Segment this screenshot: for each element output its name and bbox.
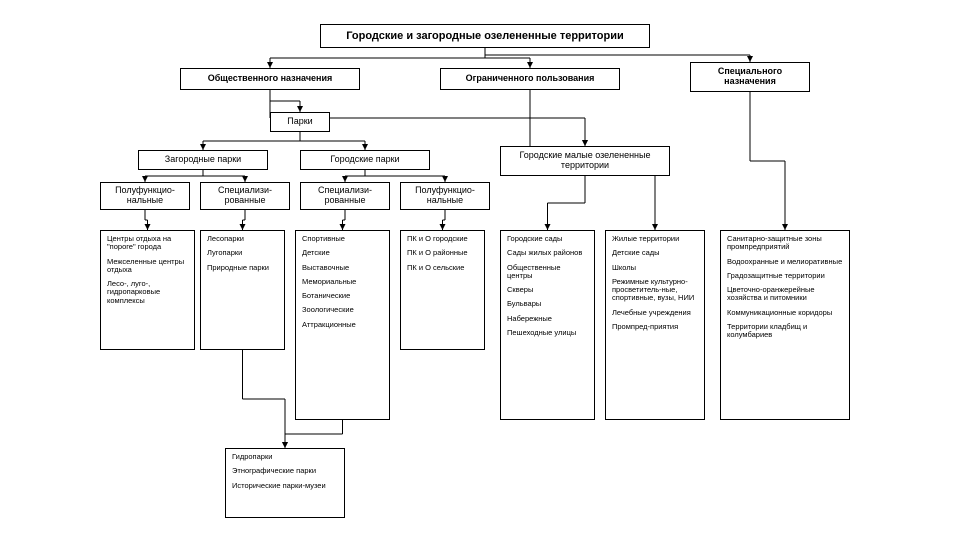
- leaf-item: Пешеходные улицы: [507, 329, 588, 337]
- leaf-item: Лечебные учреждения: [612, 309, 698, 317]
- leaf-item: Коммуникационные коридоры: [727, 309, 843, 317]
- leaf-item: Лесо-, луго-, гидропарковые комплексы: [107, 280, 188, 305]
- leaf-item: Природные парки: [207, 264, 278, 272]
- leaf-item: Этнографические парки: [232, 467, 338, 475]
- leaf-item: Спортивные: [302, 235, 383, 243]
- leaf-item: Сады жилых районов: [507, 249, 588, 257]
- leaf-item: Межселенные центры отдыха: [107, 258, 188, 275]
- leaf-l3: Спортивные Детские Выставочные Мемориальные…: [295, 230, 390, 420]
- node-n11: Полуфункцио- нальные: [400, 182, 490, 210]
- leaf-l1: Центры отдыха на "пороге" города Межселен…: [100, 230, 195, 350]
- leaf-item: Градозащитные территории: [727, 272, 843, 280]
- leaf-item: Набережные: [507, 315, 588, 323]
- leaf-item: Промпред-приятия: [612, 323, 698, 331]
- leaf-l6: Жилые территории Детские сады Школы Режимны…: [605, 230, 705, 420]
- leaf-item: Бульвары: [507, 300, 588, 308]
- node-n10: Специализи- рованные: [300, 182, 390, 210]
- node-n6: Городские парки: [300, 150, 430, 170]
- leaf-l7: Санитарно-защитные зоны промпредприятий В…: [720, 230, 850, 420]
- node-n8: Полуфункцио- нальные: [100, 182, 190, 210]
- leaf-item: Территории кладбищ и колумбариев: [727, 323, 843, 340]
- node-root: Городские и загородные озелененные терри…: [320, 24, 650, 48]
- leaf-item: Центры отдыха на "пороге" города: [107, 235, 188, 252]
- node-n1: Общественного назначения: [180, 68, 360, 90]
- leaf-item: Лугопарки: [207, 249, 278, 257]
- leaf-item: Детские: [302, 249, 383, 257]
- leaf-item: Лесопарки: [207, 235, 278, 243]
- leaf-l2: Лесопарки Лугопарки Природные парки: [200, 230, 285, 350]
- leaf-l5: Городские сады Сады жилых районов Обществе…: [500, 230, 595, 420]
- leaf-item: Аттракционные: [302, 321, 383, 329]
- node-n2: Ограниченного пользования: [440, 68, 620, 90]
- leaf-item: ПК и О районные: [407, 249, 478, 257]
- leaf-l8: Гидропарки Этнографические парки Историчес…: [225, 448, 345, 518]
- leaf-item: Мемориальные: [302, 278, 383, 286]
- node-n5: Загородные парки: [138, 150, 268, 170]
- leaf-item: ПК и О городские: [407, 235, 478, 243]
- leaf-item: Городские сады: [507, 235, 588, 243]
- leaf-item: Исторические парки-музеи: [232, 482, 338, 490]
- leaf-item: Зоологические: [302, 306, 383, 314]
- node-n3: Специального назначения: [690, 62, 810, 92]
- leaf-l4: ПК и О городские ПК и О районные ПК и О се…: [400, 230, 485, 350]
- leaf-item: Общественные центры: [507, 264, 588, 281]
- leaf-item: Детские сады: [612, 249, 698, 257]
- leaf-item: ПК и О сельские: [407, 264, 478, 272]
- leaf-item: Скверы: [507, 286, 588, 294]
- leaf-item: Жилые территории: [612, 235, 698, 243]
- leaf-item: Санитарно-защитные зоны промпредприятий: [727, 235, 843, 252]
- leaf-item: Выставочные: [302, 264, 383, 272]
- node-n9: Специализи- рованные: [200, 182, 290, 210]
- node-n7: Городские малые озелененные территории: [500, 146, 670, 176]
- leaf-item: Ботанические: [302, 292, 383, 300]
- leaf-item: Цветочно-оранжерейные хозяйства и питомн…: [727, 286, 843, 303]
- leaf-item: Режимные культурно-просветитель-ные, спо…: [612, 278, 698, 303]
- leaf-item: Водоохранные и мелиоративные: [727, 258, 843, 266]
- node-n4: Парки: [270, 112, 330, 132]
- leaf-item: Школы: [612, 264, 698, 272]
- leaf-item: Гидропарки: [232, 453, 338, 461]
